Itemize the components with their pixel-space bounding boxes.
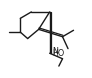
Text: HO: HO <box>52 49 64 58</box>
Text: N: N <box>52 47 58 56</box>
